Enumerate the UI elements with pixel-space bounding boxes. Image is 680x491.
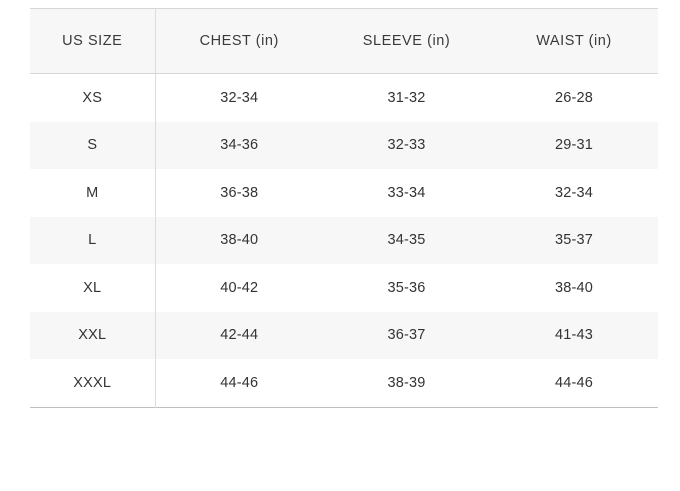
cell-sleeve: 31-32 — [387, 89, 426, 106]
cell-us-size: L — [30, 216, 156, 264]
cell-waist: 35-37 — [554, 232, 594, 249]
cell-sleeve: 34-35 — [387, 232, 426, 249]
cell-chest: 42-44 — [220, 327, 259, 344]
cell-us-size: XXL — [30, 311, 156, 359]
table-row: XXXL 44-46 38-39 44-46 — [30, 359, 658, 407]
cell-us-size: XS — [30, 73, 156, 122]
header-row: US SIZE CHEST (in) SLEEVE (in) WAIST (in… — [30, 8, 658, 74]
table-body: XS 32-34 31-32 26-28 S 34-36 32-33 29-31… — [30, 73, 658, 407]
cell-us-size: S — [30, 121, 156, 169]
table-row: M 36-38 33-34 32-34 — [30, 169, 658, 217]
size-chart-container: US SIZE CHEST (in) SLEEVE (in) WAIST (in… — [30, 8, 658, 408]
cell-chest: 40-42 — [220, 279, 259, 296]
cell-waist: 38-40 — [554, 279, 594, 296]
column-header-us-size: US SIZE — [30, 8, 156, 74]
cell-sleeve: 32-33 — [387, 137, 426, 154]
cell-sleeve: 33-34 — [387, 184, 426, 201]
cell-us-size: XXXL — [30, 359, 156, 407]
cell-chest: 34-36 — [220, 137, 259, 154]
cell-us-size: XL — [30, 264, 156, 312]
cell-sleeve: 36-37 — [387, 327, 426, 344]
cell-chest: 38-40 — [220, 232, 259, 249]
table-header: US SIZE CHEST (in) SLEEVE (in) WAIST (in… — [30, 8, 658, 74]
cell-chest: 44-46 — [220, 374, 259, 391]
column-header-waist: WAIST (in) — [490, 8, 658, 74]
cell-sleeve: 38-39 — [387, 374, 426, 391]
table-row: XS 32-34 31-32 26-28 — [30, 73, 658, 122]
column-header-chest: CHEST (in) — [155, 8, 323, 74]
size-chart-table: US SIZE CHEST (in) SLEEVE (in) WAIST (in… — [30, 8, 658, 408]
table-row: XXL 42-44 36-37 41-43 — [30, 311, 658, 359]
cell-sleeve: 35-36 — [387, 279, 426, 296]
cell-waist: 44-46 — [554, 374, 594, 391]
cell-chest: 32-34 — [220, 89, 259, 106]
cell-waist: 29-31 — [554, 137, 594, 154]
cell-chest: 36-38 — [220, 184, 259, 201]
table-row: L 38-40 34-35 35-37 — [30, 216, 658, 264]
table-row: S 34-36 32-33 29-31 — [30, 121, 658, 169]
cell-us-size: M — [30, 169, 156, 217]
cell-waist: 26-28 — [554, 89, 594, 106]
column-header-sleeve: SLEEVE (in) — [323, 8, 490, 74]
cell-waist: 41-43 — [554, 327, 594, 344]
table-row: XL 40-42 35-36 38-40 — [30, 264, 658, 312]
cell-waist: 32-34 — [554, 184, 594, 201]
